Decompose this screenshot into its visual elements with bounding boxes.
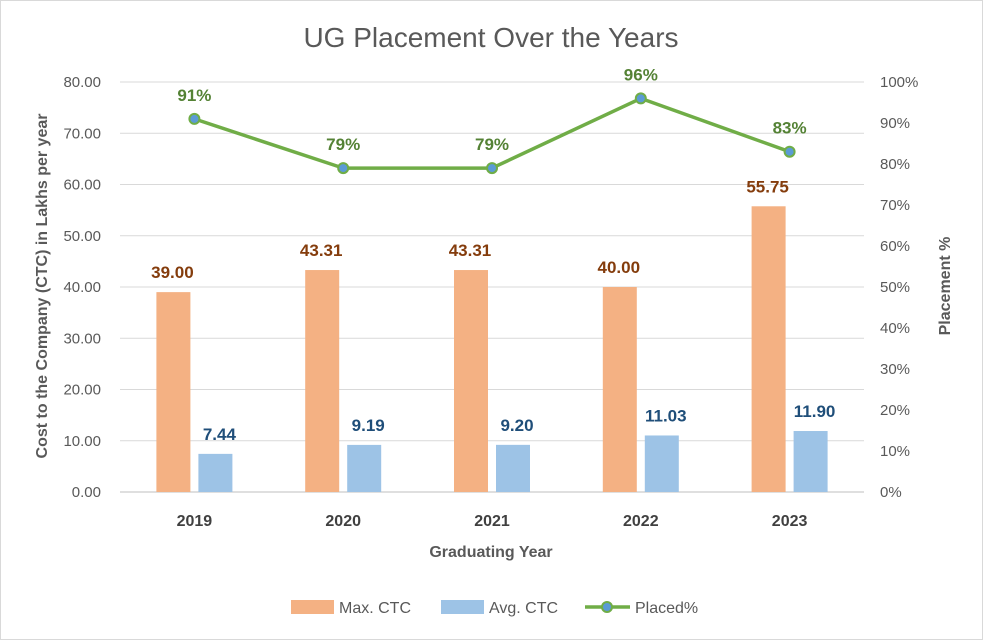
legend-swatch [291, 600, 334, 614]
data-label: 43.31 [449, 241, 492, 260]
data-label: 11.03 [645, 406, 687, 425]
bar-max-ctc [454, 270, 488, 492]
y2-tick-label: 100% [880, 74, 918, 91]
y-tick-label: 0.00 [72, 484, 101, 501]
bar-max-ctc [305, 270, 340, 492]
bar-avg-ctc [644, 435, 679, 492]
y-tick-label: 70.00 [63, 125, 101, 142]
data-label: 83% [773, 119, 807, 138]
bar-max-ctc [751, 206, 786, 492]
data-label: 39.00 [151, 263, 194, 282]
line-point [337, 162, 350, 175]
legend-label: Placed% [635, 600, 698, 617]
y-tick-label: 20.00 [63, 382, 101, 399]
line-point [486, 162, 498, 175]
y2-tick-label: 40% [880, 320, 910, 337]
chart-title: UG Placement Over the Years [303, 22, 678, 53]
y2-axis-title: Placement % [937, 237, 954, 336]
bar-avg-ctc [496, 444, 530, 492]
y-axis-ticks: 0.00 10.00 20.00 30.00 40.00 50.00 60.00 70.00 8… [63, 74, 101, 501]
data-label: 79% [326, 135, 360, 154]
y-tick-label: 50.00 [63, 228, 101, 245]
bar-avg-ctc [198, 453, 233, 492]
y-tick-label: 80.00 [63, 74, 101, 91]
data-label: 9.19 [352, 416, 385, 435]
y2-tick-label: 80% [880, 156, 910, 173]
legend-label: Max. CTC [339, 600, 411, 617]
data-label: 79% [475, 135, 509, 154]
line-point [634, 92, 647, 105]
bar-avg-ctc [793, 431, 828, 492]
y-tick-label: 60.00 [63, 177, 101, 194]
line-point [783, 145, 796, 158]
line-group: 91% 79% 79% 96% 83% [177, 65, 807, 175]
data-label: 40.00 [598, 258, 641, 277]
x-tick-label: 2021 [474, 513, 510, 530]
x-tick-label: 2019 [177, 513, 213, 530]
y-tick-label: 30.00 [63, 330, 101, 347]
y2-tick-label: 0% [880, 484, 902, 501]
line-point [188, 112, 201, 125]
y2-tick-label: 70% [880, 197, 910, 214]
x-tick-label: 2022 [623, 513, 659, 530]
data-label: 7.44 [203, 425, 237, 444]
y2-tick-label: 90% [880, 115, 910, 132]
y-axis-title: Cost to the Company (CTC) in Lakhs per y… [34, 114, 51, 459]
bar-max-ctc [156, 292, 191, 492]
data-label: 43.31 [300, 241, 343, 260]
x-tick-label: 2023 [772, 513, 808, 530]
x-axis-ticks: 2019 2020 2021 2022 2023 [177, 513, 808, 530]
bar-avg-ctc [347, 444, 382, 492]
legend-swatch [441, 600, 484, 614]
x-axis-title: Graduating Year [429, 544, 552, 561]
x-tick-label: 2020 [325, 513, 361, 530]
y2-tick-label: 30% [880, 361, 910, 378]
y2-tick-label: 20% [880, 402, 910, 419]
y2-tick-label: 50% [880, 279, 910, 296]
y2-axis-ticks: 0% 10% 20% 30% 40% 50% 60% 70% 80% 90% 100% [880, 74, 918, 501]
y2-tick-label: 10% [880, 443, 910, 460]
gridlines [120, 81, 864, 493]
bars-group: 39.00 43.31 43.31 40.00 55.75 7.44 9.19 9.20 11.… [151, 177, 835, 492]
data-label: 11.90 [794, 402, 836, 421]
legend: Max. CTC Avg. CTC Placed% [291, 600, 698, 617]
data-label: 9.20 [500, 416, 533, 435]
bar-max-ctc [602, 287, 637, 492]
y-tick-label: 10.00 [63, 433, 101, 450]
y-tick-label: 40.00 [63, 279, 101, 296]
data-label: 91% [177, 86, 211, 105]
y2-tick-label: 60% [880, 238, 910, 255]
legend-label: Avg. CTC [489, 600, 558, 617]
data-label: 55.75 [746, 177, 789, 196]
legend-marker [601, 601, 613, 613]
data-label: 96% [624, 65, 658, 84]
